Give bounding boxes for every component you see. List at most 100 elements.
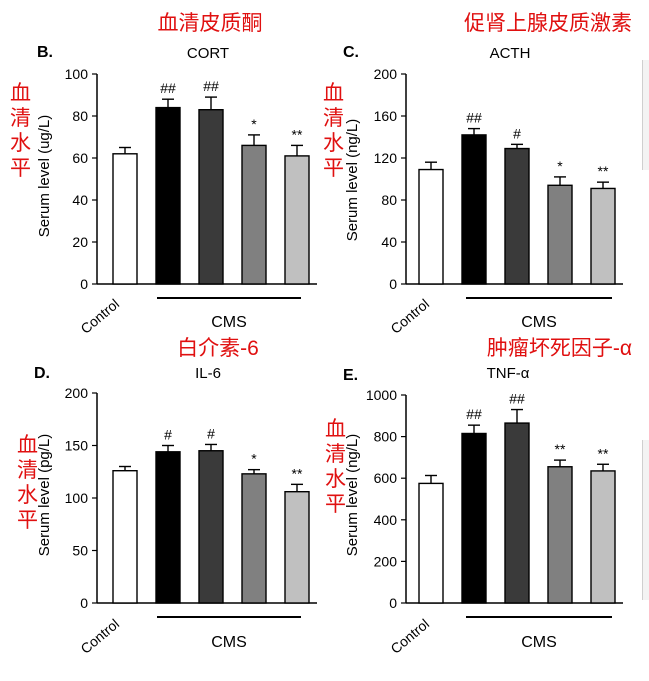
y-axis-label: Serum level (ng/L) (344, 119, 361, 242)
annotation-ylabel-char: 平 (325, 493, 346, 516)
y-tick-label: 150 (65, 438, 89, 454)
annotation-ylabel-char: 血 (10, 82, 31, 105)
bar (112, 153, 138, 285)
bar (284, 491, 310, 604)
bar (418, 168, 444, 285)
bar (241, 473, 267, 604)
x-tick-label-control: Control (387, 616, 432, 657)
bar (547, 466, 573, 604)
group-label-cms: CMS (211, 314, 247, 331)
significance-marker: ## (466, 406, 482, 422)
chart-title: ACTH (490, 45, 531, 62)
significance-marker: ## (160, 80, 176, 96)
annotation-ylabel-char: 水 (10, 132, 31, 155)
bar (284, 155, 310, 285)
annotation-title: 血清皮质酮 (158, 12, 263, 35)
y-tick-label: 200 (374, 553, 398, 569)
legend-edge-sliver (642, 60, 649, 170)
annotation-ylabel-char: 清 (325, 443, 346, 466)
y-tick-label: 200 (65, 385, 89, 401)
y-tick-label: 40 (72, 192, 88, 208)
y-axis-label: Serum level (ng/L) (344, 434, 361, 557)
annotation-ylabel-char: 平 (10, 157, 31, 180)
chart-title: TNF-α (487, 365, 530, 382)
y-tick-label: 0 (389, 595, 397, 611)
annotation-ylabel-char: 清 (17, 459, 38, 482)
group-label-cms: CMS (521, 314, 557, 331)
chart-panel-il-6: 白介素-6 D. IL-6 0 50 100 150 200 Serum level (pg/L… (17, 337, 317, 657)
y-tick-label: 0 (80, 276, 88, 292)
y-tick-label: 120 (374, 150, 398, 166)
y-tick-label: 1000 (366, 387, 397, 403)
bar (198, 450, 224, 604)
bar (155, 106, 181, 285)
group-label-cms: CMS (521, 634, 557, 651)
y-tick-label: 40 (381, 234, 397, 250)
bar (590, 187, 616, 285)
bar (461, 134, 487, 285)
significance-marker: ## (509, 391, 525, 407)
bar (590, 470, 616, 604)
x-tick-label-control: Control (77, 296, 122, 337)
bar (461, 432, 487, 604)
y-axis-label: Serum level (ug/L) (36, 115, 53, 238)
chart-panel-acth: 促肾上腺皮质激素 C. ACTH 0 40 80 120 160 200 Serum level … (323, 12, 632, 337)
significance-marker: ** (292, 126, 303, 142)
y-tick-label: 80 (72, 108, 88, 124)
annotation-ylabel-char: 水 (325, 468, 346, 491)
bar (547, 184, 573, 285)
significance-marker: ** (598, 445, 609, 461)
significance-marker: # (513, 125, 521, 141)
annotation-ylabel-char: 平 (323, 157, 344, 180)
significance-marker: ## (466, 110, 482, 126)
y-axis-label: Serum level (pg/L) (36, 434, 53, 557)
bar (418, 482, 444, 604)
y-tick-label: 160 (374, 108, 398, 124)
y-tick-label: 600 (374, 470, 398, 486)
significance-marker: * (251, 451, 257, 467)
significance-marker: # (164, 427, 172, 443)
y-tick-label: 0 (389, 276, 397, 292)
annotation-ylabel-char: 血 (325, 418, 346, 441)
significance-marker: * (557, 158, 563, 174)
annotation-ylabel-char: 水 (17, 484, 38, 507)
bar (155, 451, 181, 604)
bar (198, 108, 224, 285)
y-tick-label: 400 (374, 512, 398, 528)
y-tick-label: 100 (65, 490, 89, 506)
y-tick-label: 0 (80, 595, 88, 611)
annotation-title: 促肾上腺皮质激素 (464, 12, 632, 35)
bar (504, 147, 530, 285)
chart-panel-tnf-: 肿瘤坏死因子-α E. TNF-α 0 200 400 600 800 1000 Serum le… (325, 337, 632, 657)
annotation-ylabel-char: 清 (10, 107, 31, 130)
significance-marker: ** (292, 465, 303, 481)
x-tick-label-control: Control (77, 616, 122, 657)
annotation-title: 白介素-6 (177, 337, 259, 360)
bar (504, 422, 530, 604)
panel-letter: D. (34, 365, 50, 382)
bar (241, 144, 267, 285)
significance-marker: ## (203, 78, 219, 94)
bar (112, 470, 138, 604)
y-tick-label: 100 (65, 66, 89, 82)
panel-letter: E. (343, 367, 358, 384)
annotation-ylabel-char: 清 (323, 107, 344, 130)
chart-panel-cort: 血清皮质酮 B. CORT 0 20 40 60 80 100 Serum level (ug/L… (10, 12, 317, 337)
group-label-cms: CMS (211, 634, 247, 651)
y-tick-label: 50 (72, 543, 88, 559)
y-tick-label: 200 (374, 66, 398, 82)
chart-title: CORT (187, 45, 229, 62)
annotation-ylabel-char: 血 (323, 82, 344, 105)
annotation-ylabel-char: 平 (17, 509, 38, 532)
panel-letter: B. (37, 44, 53, 61)
significance-marker: ** (555, 441, 566, 457)
y-tick-label: 800 (374, 429, 398, 445)
x-tick-label-control: Control (387, 296, 432, 337)
significance-marker: ** (598, 163, 609, 179)
y-tick-label: 80 (381, 192, 397, 208)
significance-marker: # (207, 425, 215, 441)
annotation-ylabel-char: 水 (323, 132, 344, 155)
y-tick-label: 60 (72, 150, 88, 166)
annotation-title: 肿瘤坏死因子-α (487, 337, 632, 360)
